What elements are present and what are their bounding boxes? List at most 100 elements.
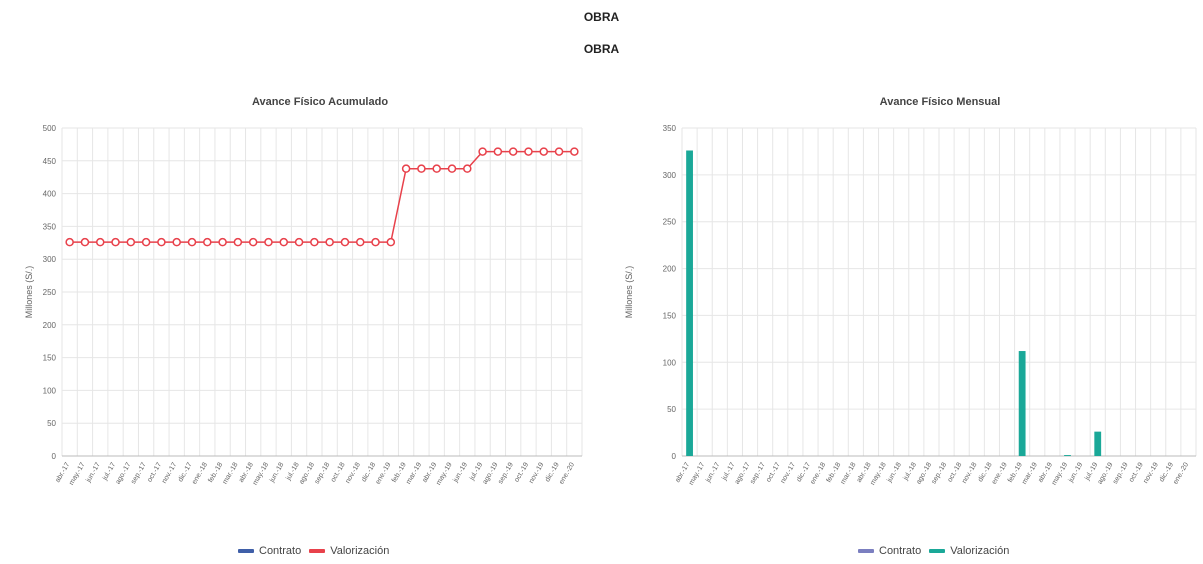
- y-tick-label: 50: [667, 405, 676, 414]
- x-tick-label: sep.-19: [1112, 461, 1130, 485]
- y-tick-label: 150: [43, 354, 57, 363]
- data-point: [417, 164, 426, 173]
- y-tick-label: 300: [43, 255, 57, 264]
- data-point: [80, 237, 90, 247]
- data-point: [371, 237, 380, 247]
- legend-item-valorizacion[interactable]: Valorización: [309, 545, 389, 557]
- data-point: [386, 237, 396, 247]
- data-point: [111, 237, 120, 247]
- data-point: [524, 147, 533, 156]
- x-tick-label: jun.-18: [268, 461, 285, 484]
- bar-valorizacion: [1094, 431, 1102, 456]
- data-point: [157, 237, 166, 247]
- data-point: [203, 237, 212, 247]
- y-tick-label: 350: [43, 222, 57, 231]
- data-point: [248, 237, 258, 247]
- data-point: [340, 237, 350, 247]
- x-tick-label: ene.-19: [375, 461, 393, 485]
- data-point: [187, 237, 197, 247]
- y-tick-label: 450: [43, 157, 57, 166]
- bar-valorizacion: [1018, 351, 1026, 456]
- x-tick-label: jul.-17: [721, 461, 737, 482]
- x-tick-label: sep.-17: [749, 461, 767, 485]
- data-point: [401, 164, 411, 173]
- y-tick-label: 300: [663, 171, 677, 180]
- data-point: [141, 237, 151, 247]
- chart-title-accumulated: Avance Físico Acumulado: [251, 96, 389, 108]
- x-tick-label: jun.-19: [452, 461, 469, 484]
- x-tick-label: ene.-18: [191, 461, 209, 485]
- x-tick-label: mar.-19: [405, 461, 423, 485]
- legend-label: Valorización: [950, 545, 1010, 557]
- legend-label: Valorización: [330, 545, 390, 557]
- data-point: [126, 237, 136, 247]
- x-tick-label: nov.-17: [780, 461, 798, 484]
- x-tick-label: sep.-18: [931, 461, 949, 485]
- legend-swatch-contrato: [858, 549, 874, 553]
- y-tick-label: 350: [663, 124, 677, 133]
- x-tick-label: jul.-19: [468, 461, 484, 482]
- data-point: [325, 237, 334, 247]
- data-point: [447, 164, 457, 173]
- x-tick-label: nov.-19: [1142, 461, 1160, 484]
- legend-item-valorizacion[interactable]: Valorización: [929, 545, 1009, 557]
- data-point: [95, 237, 105, 247]
- data-point: [218, 237, 227, 247]
- chart-title-monthly: Avance Físico Mensual: [879, 96, 1001, 108]
- x-tick-label: sep.-18: [314, 461, 332, 485]
- x-tick-label: jun.-19: [1067, 461, 1084, 484]
- data-point: [279, 237, 289, 247]
- y-tick-label: 50: [47, 419, 56, 428]
- data-point: [554, 147, 564, 156]
- x-tick-label: nov.-19: [528, 461, 546, 484]
- legend-label: Contrato: [259, 545, 302, 557]
- y-tick-label: 500: [43, 124, 57, 133]
- x-tick-label: nov.-18: [961, 461, 979, 484]
- legend-swatch-valorizacion: [929, 549, 946, 553]
- x-tick-label: sep.-19: [497, 461, 515, 485]
- y-tick-label: 0: [672, 452, 677, 461]
- y-tick-label: 250: [663, 218, 677, 227]
- x-tick-label: jun.-17: [85, 461, 102, 484]
- x-tick-label: jul.-17: [101, 461, 117, 482]
- y-tick-label: 100: [663, 358, 677, 367]
- data-point: [508, 147, 518, 156]
- data-point: [294, 237, 304, 247]
- page-title: OBRA: [583, 10, 620, 24]
- data-point: [233, 237, 243, 247]
- y-axis-label: Millones (S/.): [24, 266, 34, 319]
- legend-swatch-valorizacion: [309, 549, 326, 553]
- x-tick-label: jul.-19: [1083, 461, 1099, 482]
- x-tick-label: jul.-18: [902, 461, 918, 482]
- data-point: [463, 164, 472, 173]
- y-tick-label: 0: [52, 452, 57, 461]
- x-tick-label: jun.-18: [886, 461, 903, 484]
- legend-item-contrato[interactable]: Contrato: [238, 545, 301, 557]
- legend-swatch-contrato: [238, 549, 254, 553]
- data-point: [570, 147, 579, 156]
- y-tick-label: 200: [663, 265, 677, 274]
- y-tick-label: 100: [43, 386, 57, 395]
- x-tick-label: nov.-17: [161, 461, 179, 484]
- data-point: [355, 237, 365, 247]
- data-point: [65, 237, 74, 247]
- y-axis-label: Millones (S/.): [624, 266, 634, 319]
- y-tick-label: 250: [43, 288, 57, 297]
- legend-monthly: Contrato Valorización: [858, 545, 1009, 557]
- data-point: [432, 164, 441, 173]
- page-subtitle: OBRA: [583, 42, 620, 56]
- legend-item-contrato[interactable]: Contrato: [858, 545, 921, 557]
- x-tick-label: sep.-17: [130, 461, 148, 485]
- legend-label: Contrato: [879, 545, 922, 557]
- series-line-valorizacion: [69, 150, 575, 243]
- data-point: [172, 237, 181, 247]
- x-tick-label: mar.-18: [222, 461, 240, 485]
- y-tick-label: 150: [663, 311, 677, 320]
- x-tick-label: ene.-20: [558, 461, 576, 485]
- data-point: [539, 147, 549, 156]
- legend-accumulated: Contrato Valorización: [238, 545, 389, 557]
- data-point: [478, 147, 487, 156]
- x-tick-label: jun.-17: [704, 461, 721, 484]
